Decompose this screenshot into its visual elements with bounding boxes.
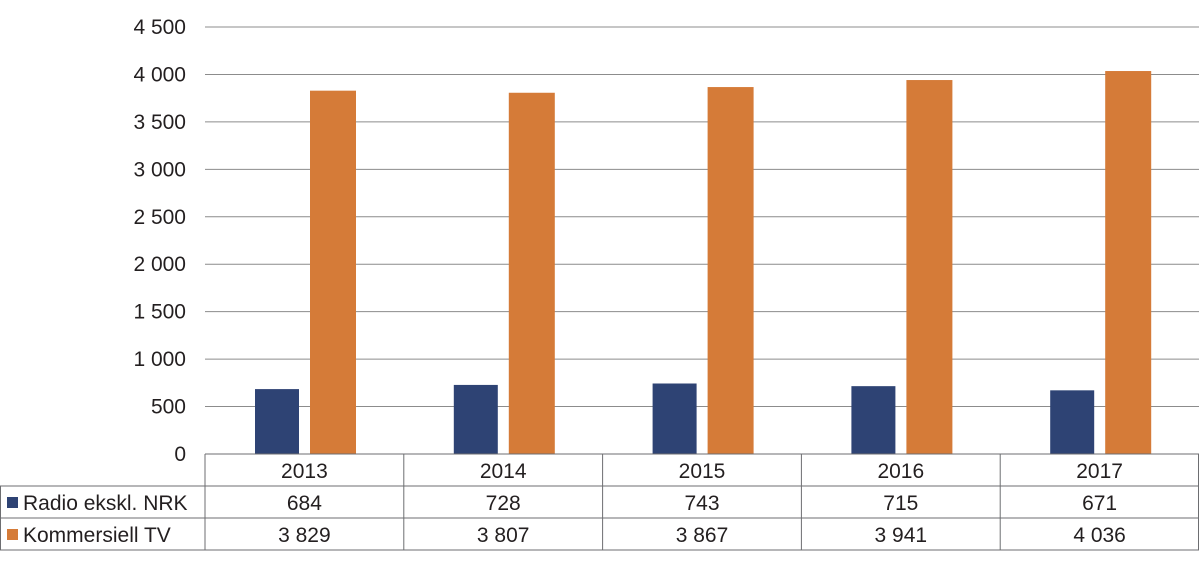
bar-tv-2016 [906, 80, 953, 454]
y-tick-label: 2 500 [133, 206, 186, 229]
data-label: 671 [1082, 492, 1117, 515]
bar-tv-2013 [310, 90, 356, 454]
bar-radio-2017 [1050, 390, 1095, 454]
data-label: 684 [287, 492, 322, 515]
data-label: 3 941 [875, 524, 928, 547]
data-label: 728 [486, 492, 521, 515]
y-tick-label: 1 000 [133, 348, 186, 371]
bar-tv-2014 [508, 92, 555, 455]
y-tick-label: 3 000 [133, 158, 186, 181]
bar-radio-2016 [851, 386, 896, 454]
category-label: 2016 [877, 460, 924, 483]
legend-key-radio [7, 497, 18, 508]
data-label: 743 [684, 492, 719, 515]
bar-radio-2013 [255, 389, 299, 454]
y-tick-label: 500 [151, 396, 186, 419]
bar-radio-2014 [453, 384, 498, 454]
legend-key-tv [7, 529, 18, 540]
bar-tv-2017 [1105, 71, 1152, 454]
category-label: 2013 [281, 460, 328, 483]
y-tick-label: 1 500 [133, 301, 186, 324]
data-label: 3 807 [477, 524, 530, 547]
category-label: 2014 [480, 460, 527, 483]
y-tick-label: 4 000 [133, 63, 186, 86]
data-label: 4 036 [1073, 524, 1126, 547]
legend-label: Kommersiell TV [23, 524, 171, 547]
y-tick-label: 0 [174, 443, 186, 466]
category-label: 2015 [679, 460, 726, 483]
data-label: 715 [883, 492, 918, 515]
legend-label: Radio ekskl. NRK [23, 492, 188, 515]
category-label: 2017 [1076, 460, 1123, 483]
bar-radio-2015 [652, 383, 697, 454]
data-label: 3 829 [278, 524, 331, 547]
y-tick-label: 2 000 [133, 253, 186, 276]
bar-tv-2015 [707, 87, 754, 454]
y-tick-label: 4 500 [133, 16, 186, 39]
data-label: 3 867 [676, 524, 729, 547]
y-tick-label: 3 500 [133, 111, 186, 134]
